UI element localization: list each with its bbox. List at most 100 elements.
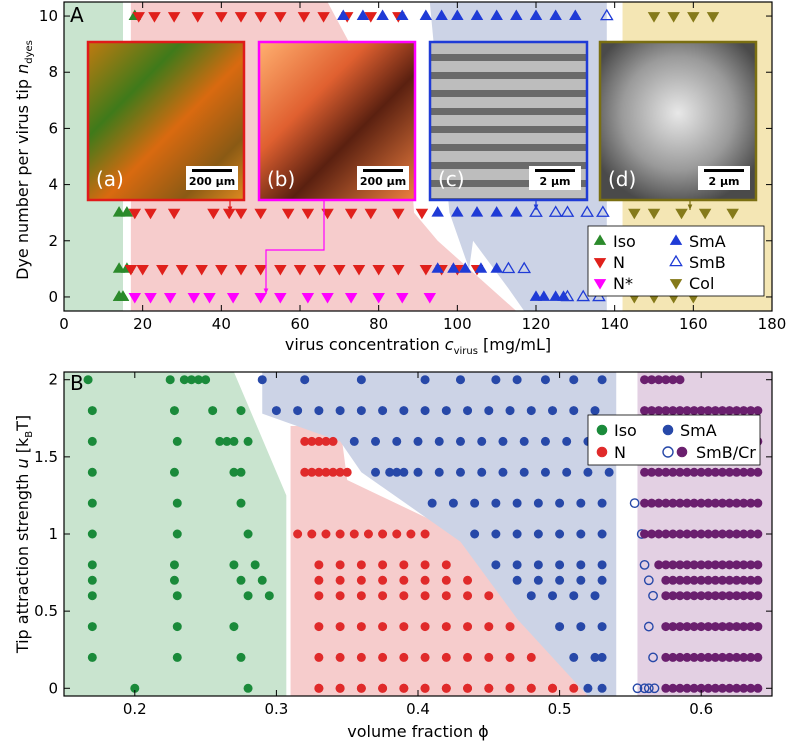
y-tick-label: 8 [48, 63, 58, 81]
micrograph-border [428, 40, 589, 202]
data-point-n [463, 683, 473, 693]
data-point-sma [562, 436, 572, 446]
data-point-sma [356, 9, 370, 20]
data-point-smb [576, 289, 591, 302]
data-point-n [378, 683, 388, 693]
micrograph-label: (b) [267, 167, 295, 191]
data-point-sma [378, 406, 388, 416]
data-point-col [675, 208, 688, 220]
data-point-n [317, 12, 330, 23]
data-point-iso [243, 591, 253, 601]
data-point-sma [491, 375, 501, 385]
micrograph-label: (d) [608, 167, 636, 191]
x-tick-label: 160 [679, 315, 708, 333]
data-point-smb-cr--open- [629, 498, 640, 509]
data-point-smb [517, 261, 532, 274]
y-tick-label: 1 [48, 525, 58, 543]
inset-c-arrow-head [533, 204, 539, 210]
x-tick-label: 80 [369, 315, 388, 333]
data-point-sma [555, 575, 565, 585]
data-point-nstar [226, 293, 240, 304]
x-tick-label: 0.6 [689, 700, 713, 718]
data-point-n [399, 683, 409, 693]
data-point-nstar [144, 293, 157, 304]
data-point-iso [250, 560, 260, 570]
data-point-sma [490, 9, 503, 20]
panel-a: (a) 200 μm (b) 200 μm (c) 2 μm (d) 2 μm 0 20 40 60… [13, 1, 786, 357]
panel-b: 0.2 0.3 0.4 0.5 0.6 0 0.5 1 1.5 2 volume fraction … [13, 371, 773, 741]
data-point-n [215, 264, 228, 276]
data-point-n [392, 264, 405, 276]
data-point-n [307, 529, 317, 539]
data-point-smb-cr [753, 622, 763, 632]
scale-bar-label: 200 μm [360, 175, 406, 188]
data-point-iso [87, 560, 97, 570]
data-point-sma [371, 436, 381, 446]
data-point-iso [236, 498, 246, 508]
plot-frame [63, 1, 773, 312]
data-point-n [399, 575, 409, 585]
data-point-n [420, 575, 430, 585]
legend-marker-sma [662, 424, 674, 436]
data-point-n [441, 683, 451, 693]
data-point-n [136, 264, 149, 276]
data-point-sma [569, 406, 579, 416]
data-point-n [569, 683, 579, 693]
data-point-n [505, 683, 515, 693]
data-point-iso [120, 206, 134, 217]
data-point-n [441, 591, 451, 601]
data-point-iso [83, 375, 93, 385]
micrograph-inset-d: (d) 2 μm [598, 40, 758, 202]
data-point-iso [229, 622, 239, 632]
data-point-smb-cr--open- [643, 683, 654, 694]
data-point-iso [236, 406, 246, 416]
scale-bar-label: 200 μm [189, 175, 235, 188]
data-point-col [687, 12, 700, 23]
data-point-sma [447, 262, 460, 273]
data-point-n [314, 560, 324, 570]
data-point-n [441, 575, 451, 585]
data-point-iso [165, 375, 175, 385]
data-point-sma [510, 206, 523, 217]
data-point-nstar [163, 293, 177, 304]
data-point-sma [519, 467, 529, 477]
data-point-n [281, 208, 295, 220]
micrograph-inset-c: (c) 2 μm [428, 40, 589, 202]
data-point-sma [470, 498, 480, 508]
x-tick-label: 20 [133, 315, 152, 333]
data-point-n [195, 264, 208, 276]
x-axis-title: volume fraction ϕ [347, 722, 488, 741]
data-point-n [313, 264, 326, 276]
data-point-n [314, 575, 324, 585]
data-point-sma [576, 498, 586, 508]
data-point-sma [540, 436, 550, 446]
legend-marker-n [593, 258, 607, 269]
data-point-n [335, 591, 345, 601]
data-point-smb-cr--open- [648, 590, 658, 601]
data-point-sma [555, 529, 565, 539]
data-point-iso [257, 575, 267, 585]
data-point-iso [243, 683, 253, 693]
data-point-smb-cr--open- [643, 575, 654, 586]
data-point-sma [356, 406, 366, 416]
data-point-sma [512, 560, 522, 570]
data-point-n [335, 560, 345, 570]
data-point-n [399, 560, 409, 570]
data-point-iso [172, 436, 182, 446]
data-point-sma [555, 622, 565, 632]
data-point-sma [576, 622, 586, 632]
y-tick-label: 1.5 [34, 448, 58, 466]
data-point-sma [548, 591, 558, 601]
data-point-sma [413, 467, 423, 477]
data-point-smb-cr--open- [643, 621, 654, 632]
data-point-iso [87, 575, 97, 585]
data-point-sma [597, 498, 607, 508]
data-point-sma [498, 467, 508, 477]
data-point-n [344, 208, 358, 220]
data-point-n [254, 12, 267, 23]
data-point-n [463, 591, 473, 601]
data-point-sma [335, 406, 345, 416]
data-point-smb [596, 205, 610, 217]
legend-label-n: N [614, 443, 626, 462]
data-point-n [156, 264, 169, 276]
